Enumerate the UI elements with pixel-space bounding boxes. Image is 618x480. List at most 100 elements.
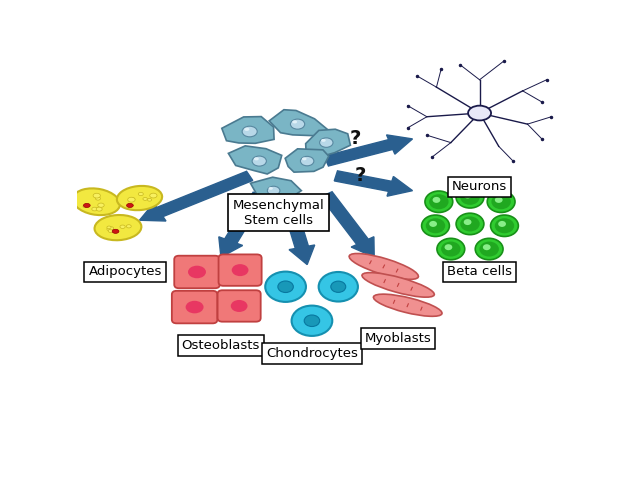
Ellipse shape: [460, 216, 480, 231]
Text: Beta cells: Beta cells: [447, 265, 512, 278]
Polygon shape: [334, 171, 392, 192]
Ellipse shape: [487, 191, 515, 213]
Ellipse shape: [83, 204, 90, 207]
Polygon shape: [140, 203, 166, 221]
Ellipse shape: [456, 213, 484, 235]
Ellipse shape: [475, 239, 503, 260]
Ellipse shape: [498, 221, 506, 227]
Ellipse shape: [143, 197, 147, 200]
Ellipse shape: [269, 187, 273, 190]
Ellipse shape: [107, 226, 111, 229]
Polygon shape: [229, 146, 282, 174]
Ellipse shape: [92, 207, 98, 211]
Ellipse shape: [491, 194, 511, 209]
Text: ?: ?: [354, 167, 365, 185]
Ellipse shape: [95, 215, 142, 240]
Ellipse shape: [138, 192, 143, 196]
Ellipse shape: [232, 264, 248, 276]
Ellipse shape: [117, 186, 162, 210]
Polygon shape: [289, 245, 315, 264]
Ellipse shape: [483, 244, 491, 250]
Ellipse shape: [254, 157, 259, 160]
Ellipse shape: [120, 225, 125, 228]
Ellipse shape: [108, 229, 114, 233]
Ellipse shape: [83, 205, 87, 208]
Ellipse shape: [320, 138, 333, 147]
Ellipse shape: [292, 306, 332, 336]
Ellipse shape: [126, 225, 131, 228]
Ellipse shape: [96, 207, 102, 211]
Ellipse shape: [464, 219, 472, 225]
Ellipse shape: [480, 241, 499, 256]
Ellipse shape: [231, 300, 248, 312]
Ellipse shape: [302, 157, 307, 160]
Polygon shape: [351, 237, 375, 257]
Polygon shape: [281, 201, 308, 249]
Ellipse shape: [109, 227, 114, 230]
Ellipse shape: [441, 241, 460, 256]
Ellipse shape: [429, 194, 449, 209]
Polygon shape: [157, 171, 253, 216]
Text: Adipocytes: Adipocytes: [88, 265, 162, 278]
Polygon shape: [324, 140, 393, 166]
Ellipse shape: [349, 253, 418, 279]
Ellipse shape: [300, 156, 314, 166]
Text: Neurons: Neurons: [452, 180, 507, 193]
Ellipse shape: [319, 272, 358, 301]
Text: ?: ?: [349, 130, 361, 148]
Ellipse shape: [421, 215, 449, 237]
Ellipse shape: [426, 218, 445, 233]
Ellipse shape: [112, 229, 119, 233]
Ellipse shape: [425, 191, 453, 213]
Ellipse shape: [278, 281, 294, 292]
Ellipse shape: [244, 128, 250, 131]
Polygon shape: [269, 110, 328, 136]
Text: Myoblasts: Myoblasts: [365, 332, 431, 345]
Ellipse shape: [292, 120, 297, 123]
Ellipse shape: [188, 266, 206, 278]
Polygon shape: [222, 117, 274, 144]
Ellipse shape: [491, 215, 519, 237]
Text: Mesenchymal
Stem cells: Mesenchymal Stem cells: [232, 199, 324, 227]
Ellipse shape: [265, 272, 306, 302]
Polygon shape: [219, 237, 243, 257]
Ellipse shape: [321, 139, 326, 142]
Ellipse shape: [107, 227, 112, 231]
Ellipse shape: [150, 193, 157, 198]
Text: Osteoblasts: Osteoblasts: [182, 339, 260, 352]
Ellipse shape: [93, 193, 100, 198]
Ellipse shape: [433, 197, 441, 203]
Ellipse shape: [373, 294, 442, 316]
Ellipse shape: [98, 203, 104, 207]
Ellipse shape: [96, 197, 101, 200]
Ellipse shape: [290, 119, 305, 129]
Ellipse shape: [444, 244, 452, 250]
Ellipse shape: [437, 239, 465, 260]
Ellipse shape: [252, 156, 266, 166]
Ellipse shape: [460, 190, 480, 205]
FancyBboxPatch shape: [172, 291, 218, 324]
Polygon shape: [386, 135, 413, 154]
Ellipse shape: [73, 188, 120, 215]
Ellipse shape: [495, 197, 502, 203]
Polygon shape: [321, 192, 368, 244]
Ellipse shape: [185, 301, 203, 313]
Ellipse shape: [464, 192, 472, 198]
FancyBboxPatch shape: [219, 254, 261, 286]
Ellipse shape: [128, 197, 135, 202]
Ellipse shape: [495, 218, 514, 233]
Ellipse shape: [430, 221, 437, 227]
Ellipse shape: [468, 106, 491, 120]
Text: Chondrocytes: Chondrocytes: [266, 347, 358, 360]
Polygon shape: [387, 177, 413, 196]
Ellipse shape: [148, 198, 151, 201]
Polygon shape: [225, 192, 265, 243]
FancyBboxPatch shape: [174, 256, 220, 288]
Ellipse shape: [268, 186, 280, 195]
Polygon shape: [306, 129, 350, 158]
Ellipse shape: [242, 126, 257, 137]
Ellipse shape: [127, 204, 133, 207]
Polygon shape: [250, 177, 302, 202]
Ellipse shape: [456, 187, 484, 208]
Ellipse shape: [331, 281, 345, 292]
